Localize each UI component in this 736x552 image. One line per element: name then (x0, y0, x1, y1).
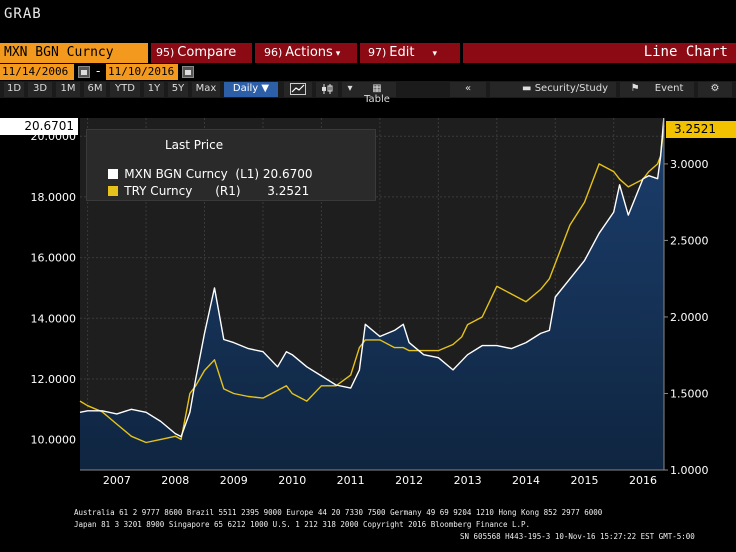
flag-icon: ⚑ (630, 83, 640, 94)
compare-label: Compare (177, 45, 237, 60)
legend-title: Last Price (165, 138, 224, 152)
calendar-icon[interactable] (182, 66, 194, 78)
legend-value-mxn: 20.6700 (262, 167, 313, 181)
x-axis-tick-label: 2009 (220, 474, 248, 487)
legend-value-try: 3.2521 (267, 184, 310, 198)
last-value-left: 20.6701 (0, 118, 78, 135)
date-range-dash: - (96, 64, 101, 78)
line-chart-icon[interactable] (284, 82, 312, 97)
period-1y-button[interactable]: 1Y (144, 82, 164, 97)
chevron-down-icon: ▾ (432, 49, 438, 59)
legend-row-mxn: MXN BGN Curncy (L1) 20.6700 (93, 153, 313, 195)
try-series-line (79, 125, 665, 444)
compare-button[interactable]: 95) Compare (156, 43, 236, 63)
chart-toolbar: 1D 3D 1M 6M YTD 1Y 5Y Max Daily ▼ ▾ ▦ Ta… (0, 81, 736, 105)
date-range-bar: 11/14/2006 - 11/10/2016 (0, 64, 736, 80)
period-6m-button[interactable]: 6M (84, 82, 106, 97)
mxn-series-line (79, 115, 665, 438)
command-separator (357, 43, 360, 63)
x-axis-tick-label: 2010 (278, 474, 306, 487)
security-study-icon: ▬ (522, 83, 532, 94)
last-value-right: 3.2521 (666, 121, 736, 138)
command-separator (460, 43, 463, 63)
security-study-button[interactable]: ▬ Security/Study (490, 82, 616, 97)
command-bar: MXN BGN Curncy 95) Compare 96) Actions ▾ 97… (0, 43, 736, 63)
security-study-label: Security/Study (534, 83, 608, 94)
calendar-icon[interactable] (78, 66, 90, 78)
actions-number: 96) (264, 46, 283, 59)
window-title: GRAB (4, 6, 42, 22)
x-axis-tick-label: 2015 (570, 474, 598, 487)
command-separator (252, 43, 255, 63)
window-title-bar: GRAB (0, 0, 736, 40)
legend-name-try: TRY Curncy (124, 184, 193, 198)
edit-number: 97) (368, 46, 387, 59)
table-icon: ▦ (372, 83, 382, 94)
legend-axis-mxn: (L1) (235, 167, 260, 181)
chart-legend[interactable]: Last Price MXN BGN Curncy (L1) 20.6700 T… (86, 129, 376, 201)
legend-axis-try: (R1) (215, 184, 241, 198)
frequency-dropdown[interactable]: Daily ▼ (224, 82, 278, 97)
chevron-down-icon[interactable]: ▾ (342, 82, 358, 97)
edit-button[interactable]: 97) Edit ▾ (368, 43, 437, 63)
x-axis-tick-label: 2014 (512, 474, 540, 487)
left-axis-tick-label: 18.0000 (31, 191, 77, 204)
left-axis-tick-label: 16.0000 (31, 252, 77, 265)
x-axis-tick-label: 2016 (629, 474, 657, 487)
actions-label: Actions (285, 45, 333, 60)
legend-row-try: TRY Curncy (R1) 3.2521 (93, 170, 309, 212)
candlestick-icon[interactable] (316, 82, 338, 97)
right-axis-tick-label: 2.5000 (670, 234, 709, 247)
period-1m-button[interactable]: 1M (56, 82, 80, 97)
start-date-field[interactable]: 11/14/2006 (0, 64, 74, 80)
footer-contacts-line2: Japan 81 3 3201 8900 Singapore 65 6212 1… (74, 520, 531, 529)
legend-swatch-try (108, 186, 119, 196)
command-separator (148, 43, 151, 63)
left-axis-tick-label: 10.0000 (31, 434, 77, 447)
period-max-button[interactable]: Max (192, 82, 220, 97)
left-axis-tick-label: 14.0000 (31, 312, 77, 325)
period-1d-button[interactable]: 1D (4, 82, 24, 97)
security-field[interactable]: MXN BGN Curncy (0, 43, 148, 63)
x-axis-tick-label: 2008 (161, 474, 189, 487)
period-ytd-button[interactable]: YTD (110, 82, 140, 97)
footer: Australia 61 2 9777 8600 Brazil 5511 239… (0, 506, 736, 552)
table-button[interactable]: ▦ Table (358, 82, 396, 105)
end-date-field[interactable]: 11/10/2016 (106, 64, 178, 80)
compare-number: 95) (156, 46, 175, 59)
right-axis-tick-label: 1.5000 (670, 387, 709, 400)
footer-contacts-line1: Australia 61 2 9777 8600 Brazil 5511 239… (74, 508, 603, 517)
event-button[interactable]: ⚑ Event (620, 82, 694, 97)
gear-icon[interactable]: ⚙ (698, 82, 732, 97)
mxn-area-fill (80, 115, 664, 471)
right-axis-tick-label: 1.0000 (670, 464, 709, 477)
actions-button[interactable]: 96) Actions ▾ (264, 43, 340, 63)
chart-type-label[interactable]: Line Chart (643, 44, 728, 60)
x-axis-tick-label: 2011 (337, 474, 365, 487)
right-axis-tick-label: 3.0000 (670, 158, 709, 171)
x-axis-tick-label: 2013 (454, 474, 482, 487)
left-axis-tick-label: 12.0000 (31, 373, 77, 386)
edit-label: Edit (389, 45, 415, 60)
period-5y-button[interactable]: 5Y (168, 82, 188, 97)
footer-session-line: SN 605568 H443-195-3 10-Nov-16 15:27:22 … (460, 532, 695, 541)
event-label: Event (654, 83, 684, 94)
legend-swatch-mxn (108, 169, 119, 179)
x-axis-tick-label: 2007 (103, 474, 131, 487)
right-axis-tick-label: 2.0000 (670, 311, 709, 324)
x-axis-tick-label: 2012 (395, 474, 423, 487)
legend-name-mxn: MXN BGN Curncy (124, 167, 228, 181)
table-label: Table (364, 94, 390, 105)
chevron-down-icon: ▾ (335, 49, 341, 59)
period-3d-button[interactable]: 3D (28, 82, 52, 97)
double-chevron-left-icon[interactable]: « (450, 82, 486, 97)
